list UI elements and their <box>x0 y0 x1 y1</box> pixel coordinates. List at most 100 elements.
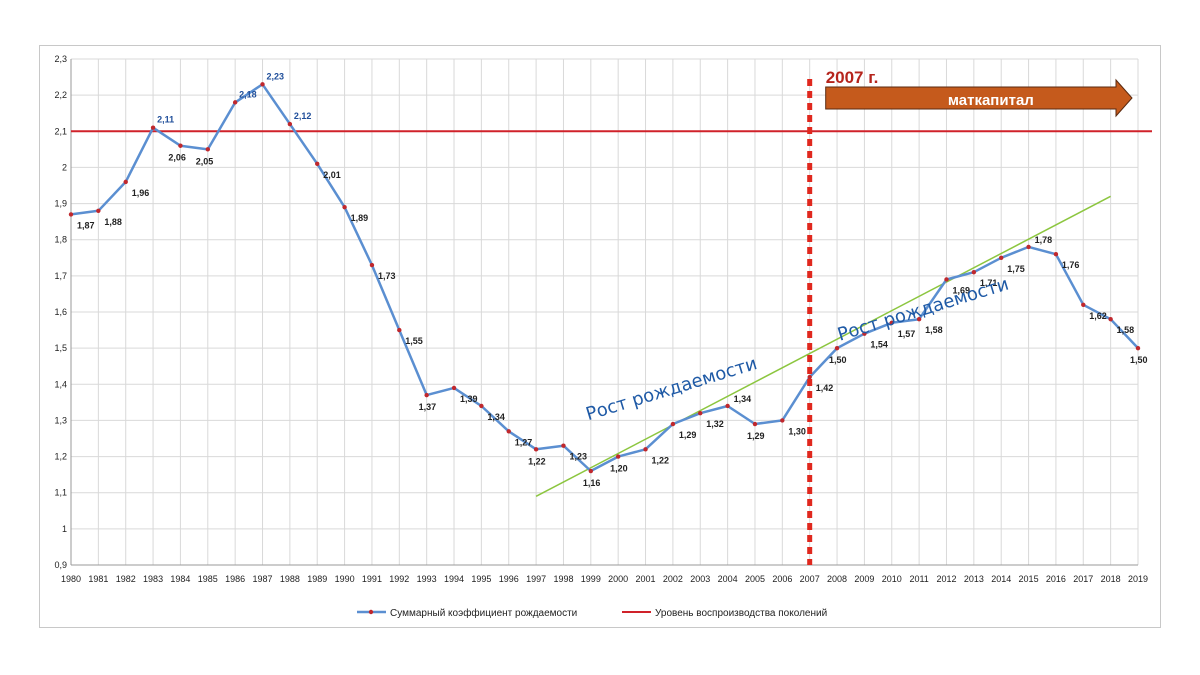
data-label: 1,96 <box>132 188 150 198</box>
data-label: 1,34 <box>487 412 505 422</box>
y-tick-label: 1,6 <box>54 307 67 317</box>
data-point <box>369 262 375 268</box>
data-label: 2,01 <box>323 170 341 180</box>
trend-label-2: Рост рождаемости <box>835 274 1011 346</box>
data-label: 1,71 <box>980 278 998 288</box>
data-label: 1,29 <box>747 431 765 441</box>
data-point <box>1053 251 1059 257</box>
x-tick-label: 1989 <box>307 574 327 584</box>
x-tick-label: 2016 <box>1046 574 1066 584</box>
x-tick-label: 1990 <box>335 574 355 584</box>
data-point <box>725 403 730 409</box>
data-label: 1,32 <box>706 419 724 429</box>
fertility-chart: 0,9 1 1,1 1,2 1,3 1,4 1,5 1,6 1,7 1,8 1,9 2 2,1 2,2 2,… <box>54 54 1152 619</box>
data-label: 1,88 <box>104 217 122 227</box>
data-point <box>1081 302 1086 307</box>
x-tick-label: 1980 <box>61 574 81 584</box>
x-tick-label: 1982 <box>116 574 136 584</box>
data-point <box>287 121 293 127</box>
x-tick-label: 2017 <box>1073 574 1093 584</box>
data-label: 1,76 <box>1062 260 1080 270</box>
y-axis: 0,9 1 1,1 1,2 1,3 1,4 1,5 1,6 1,7 1,8 1,9 2 2,1 2,2 2,… <box>54 54 72 570</box>
data-point <box>424 392 429 398</box>
grid <box>70 58 1139 566</box>
data-label: 1,75 <box>1007 264 1025 274</box>
data-point <box>944 277 949 282</box>
x-tick-label: 1986 <box>225 574 245 584</box>
data-point <box>451 385 457 391</box>
data-point <box>834 345 840 351</box>
trendline <box>535 195 1111 497</box>
data-point <box>561 443 566 448</box>
y-tick-label: 1,1 <box>54 488 67 498</box>
y-tick-label: 1,5 <box>54 343 67 353</box>
x-tick-label: 1994 <box>444 574 464 584</box>
x-tick-label: 1988 <box>280 574 300 584</box>
x-tick-label: 2018 <box>1101 574 1121 584</box>
legend-label-fertility: Суммарный коэффициент рождаемости <box>390 607 577 619</box>
data-label: 1,39 <box>460 394 478 404</box>
x-tick-label: 2008 <box>827 574 847 584</box>
data-point <box>643 447 648 452</box>
data-label: 1,23 <box>569 452 587 462</box>
data-point <box>232 100 238 105</box>
data-label: 1,87 <box>77 220 95 230</box>
x-tick-label: 2015 <box>1019 574 1039 584</box>
data-label: 1,62 <box>1089 311 1107 321</box>
year-marker-label: 2007 г. <box>826 68 879 87</box>
fertility-series <box>68 82 1141 474</box>
y-tick-label: 2 <box>62 162 67 172</box>
data-point <box>807 374 812 380</box>
y-tick-label: 1,8 <box>54 235 67 245</box>
x-tick-label: 1996 <box>499 574 519 584</box>
x-tick-label: 1995 <box>471 574 491 584</box>
data-point <box>1108 317 1113 322</box>
x-tick-label: 1997 <box>526 574 546 584</box>
data-point <box>999 255 1004 260</box>
y-tick-label: 1,2 <box>54 452 67 462</box>
data-point <box>260 82 265 87</box>
data-label: 2,12 <box>294 111 312 121</box>
data-label: 1,73 <box>378 271 396 281</box>
data-point <box>971 270 977 275</box>
data-label: 1,42 <box>816 383 834 393</box>
annotations: Рост рождаемости Рост рождаемости 2007 г… <box>583 68 1133 565</box>
x-tick-label: 2011 <box>909 574 928 584</box>
data-label: 1,89 <box>351 213 369 223</box>
y-tick-label: 1,3 <box>54 415 67 425</box>
data-point <box>479 403 484 409</box>
data-point <box>752 421 758 427</box>
y-tick-label: 1,7 <box>54 271 67 281</box>
chart-frame: 0,9 1 1,1 1,2 1,3 1,4 1,5 1,6 1,7 1,8 1,9 2 2,1 2,2 2,… <box>39 45 1161 628</box>
x-tick-label: 1998 <box>553 574 573 584</box>
x-axis: 1980 1981 1982 1983 1984 1985 1986 1987 1988 1989… <box>61 564 1148 584</box>
data-point <box>178 143 183 148</box>
data-label: 1,54 <box>870 340 888 350</box>
data-label: 1,69 <box>952 285 970 295</box>
x-tick-label: 1985 <box>198 574 218 584</box>
data-labels: 1,87 1,88 1,96 2,11 2,06 2,05 2,18 2,23 2,12 2,01… <box>77 71 1148 488</box>
data-point <box>615 454 621 459</box>
data-point <box>397 327 402 333</box>
data-label: 2,11 <box>157 115 174 125</box>
y-tick-label: 2,3 <box>54 54 67 64</box>
arrow-icon <box>825 78 1133 118</box>
data-point <box>150 125 156 130</box>
data-label: 1,50 <box>829 355 847 365</box>
data-label: 2,05 <box>196 156 214 166</box>
data-label: 1,58 <box>925 325 943 335</box>
x-tick-label: 2006 <box>772 574 792 584</box>
x-tick-label: 2001 <box>636 574 656 584</box>
y-tick-label: 1,9 <box>54 199 67 209</box>
data-point <box>96 208 101 213</box>
x-tick-label: 2014 <box>991 574 1011 584</box>
data-label: 1,78 <box>1035 235 1053 245</box>
data-point <box>205 147 210 152</box>
data-point <box>533 447 539 452</box>
y-tick-label: 0,9 <box>54 560 67 570</box>
legend-marker-fertility <box>368 609 374 615</box>
x-tick-label: 1984 <box>170 574 190 584</box>
data-point <box>123 179 128 185</box>
data-label: 1,57 <box>898 329 916 339</box>
series-line <box>70 83 1139 473</box>
